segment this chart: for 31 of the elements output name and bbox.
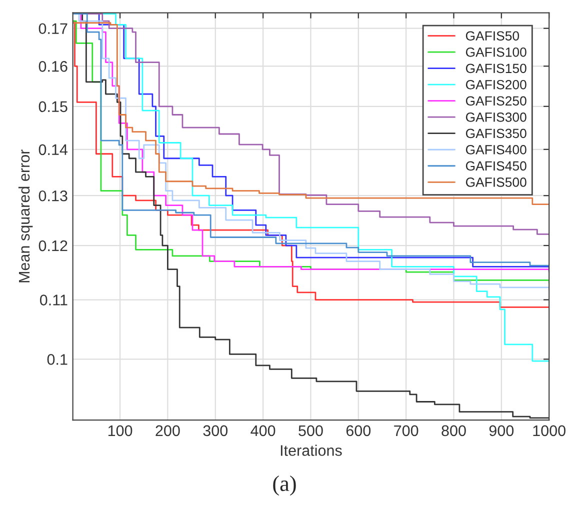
x-tick-label: 800 [442,425,466,436]
x-tick-label: 500 [298,425,323,436]
legend-label: GAFIS200 [466,80,526,90]
legend-label: GAFIS250 [466,96,526,106]
x-tick-label: 900 [489,425,514,436]
legend-label: GAFIS100 [466,47,526,57]
legend-label: GAFIS50 [466,31,520,41]
legend-label: GAFIS150 [466,64,526,74]
legend-label: GAFIS300 [466,112,526,122]
legend-label: GAFIS450 [466,161,526,171]
x-tick-label: 600 [346,425,371,436]
text: (a) [273,476,296,496]
y-tick-label: 0.11 [40,294,68,306]
x-tick-label: 200 [156,425,180,436]
x-tick-label: 300 [203,425,228,436]
x-tick-label: 100 [108,425,132,436]
legend-label: GAFIS500 [466,178,526,187]
y-tick-label: 0.13 [38,190,68,202]
x-tick-label: 400 [250,425,276,436]
y-tick-label: 0.14 [38,144,68,156]
x-tick-label: 700 [394,425,418,436]
y-tick-label: 0.17 [38,23,68,34]
y-tick-label: 0.15 [38,101,68,112]
x-tick-label: 1000 [533,425,566,436]
y-tick-label: 0.12 [38,240,68,252]
legend-label: GAFIS350 [466,128,526,138]
y-tick-label: 0.1 [47,354,68,365]
legend-label: GAFIS400 [466,145,526,154]
y-axis-title: Mean squared error [18,150,33,282]
x-axis-title: Iterations [280,444,342,456]
y-tick-label: 0.16 [38,61,68,72]
